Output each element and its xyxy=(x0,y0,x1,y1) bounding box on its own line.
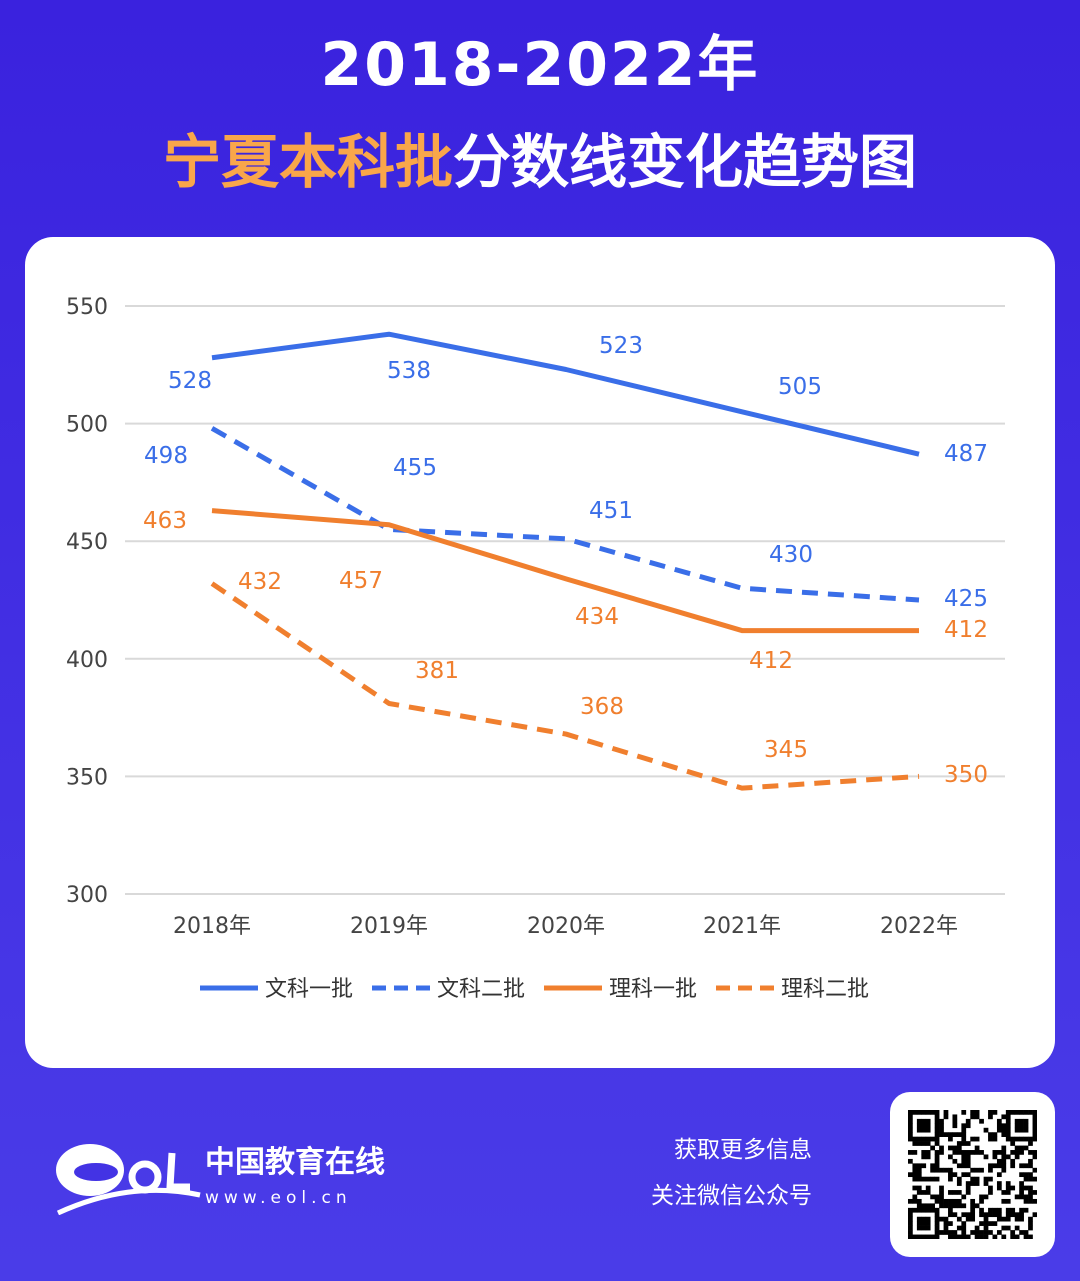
y-tick-label: 400 xyxy=(66,648,108,673)
data-label: 345 xyxy=(764,737,808,763)
data-label: 412 xyxy=(749,648,793,674)
y-tick-label: 550 xyxy=(66,295,108,320)
x-tick-label: 2021年 xyxy=(703,914,781,939)
data-label: 430 xyxy=(769,542,813,568)
data-label: 457 xyxy=(339,568,383,594)
legend-label: 理科一批 xyxy=(609,977,697,1002)
data-label: 451 xyxy=(589,498,633,524)
legend-label: 文科二批 xyxy=(437,977,525,1002)
data-label: 434 xyxy=(575,604,619,630)
brand-name: 中国教育在线 xyxy=(205,1145,385,1180)
info-line1: 获取更多信息 xyxy=(674,1137,812,1163)
legend-label: 文科一批 xyxy=(265,977,353,1002)
data-label: 528 xyxy=(168,368,212,394)
title-highlight: 宁夏本科批 xyxy=(162,128,453,196)
series-line-1 xyxy=(211,331,920,457)
x-tick-label: 2022年 xyxy=(880,914,958,939)
y-tick-label: 500 xyxy=(66,413,108,438)
eol-logo xyxy=(56,1144,201,1215)
x-tick-label: 2019年 xyxy=(350,914,428,939)
data-label: 368 xyxy=(580,694,624,720)
brand-url[interactable]: www.eol.cn xyxy=(205,1188,352,1208)
title-rest: 分数线变化趋势图 xyxy=(453,128,918,196)
data-label: 538 xyxy=(387,358,431,384)
series-line-2 xyxy=(210,426,920,603)
data-label: 350 xyxy=(944,762,988,788)
x-tick-label: 2018年 xyxy=(173,914,251,939)
y-tick-label: 300 xyxy=(66,883,108,908)
title-line2: 宁夏本科批分数线变化趋势图 xyxy=(0,128,1080,196)
data-label: 487 xyxy=(944,441,988,467)
y-tick-label: 450 xyxy=(66,530,108,555)
info-line2: 关注微信公众号 xyxy=(651,1183,812,1209)
data-label: 381 xyxy=(415,658,459,684)
data-label: 498 xyxy=(144,443,188,469)
x-tick-label: 2020年 xyxy=(527,914,605,939)
data-label: 412 xyxy=(944,617,988,643)
data-label: 523 xyxy=(599,333,643,359)
data-label: 505 xyxy=(778,374,822,400)
title-line1: 2018-2022年 xyxy=(320,30,760,100)
chart-card xyxy=(25,237,1055,1068)
data-label: 432 xyxy=(238,569,282,595)
data-label: 455 xyxy=(393,455,437,481)
y-tick-label: 350 xyxy=(66,765,108,790)
series-line-4 xyxy=(210,581,920,791)
qr-code[interactable] xyxy=(890,1092,1055,1257)
data-label: 425 xyxy=(944,586,988,612)
series-line-3 xyxy=(211,508,919,634)
legend-label: 理科二批 xyxy=(781,977,869,1002)
data-label: 463 xyxy=(143,508,187,534)
